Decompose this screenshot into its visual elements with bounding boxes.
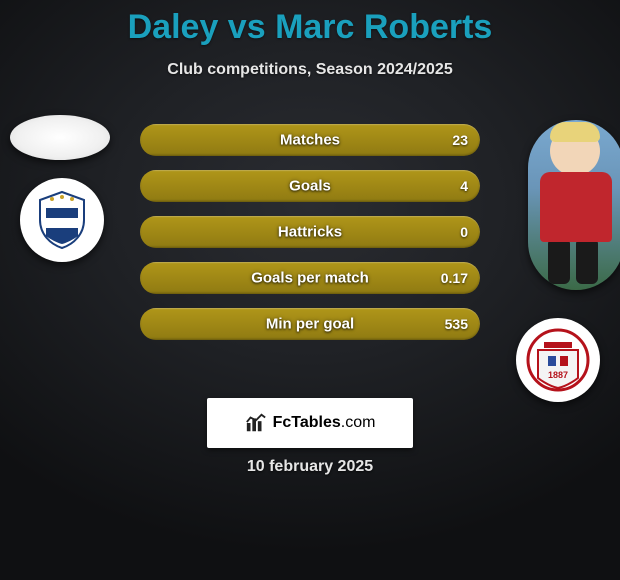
stat-label: Hattricks (278, 224, 342, 241)
stat-label: Goals (289, 178, 331, 195)
player-hair (550, 122, 600, 142)
stat-value-right: 0.17 (441, 270, 468, 286)
barnsley-crest-icon: 1887 (526, 328, 590, 392)
stat-value-right: 535 (445, 316, 468, 332)
player-left-photo (10, 115, 110, 160)
club-right-crest: 1887 (516, 318, 600, 402)
stat-label: Goals per match (251, 270, 369, 287)
subtitle: Club competitions, Season 2024/2025 (0, 61, 620, 79)
logo-brand: FcTables.com (273, 414, 376, 432)
stat-label: Min per goal (266, 316, 354, 333)
club-left-crest (20, 178, 104, 262)
stat-label: Matches (280, 132, 340, 149)
stat-value-right: 0 (460, 224, 468, 240)
stat-row: Min per goal 535 (140, 308, 480, 340)
stat-row: Hattricks 0 (140, 216, 480, 248)
fctables-logo[interactable]: FcTables.com (207, 398, 413, 448)
stat-value-right: 4 (460, 178, 468, 194)
player-shorts-right (576, 238, 598, 284)
chart-bars-icon (245, 412, 267, 434)
player-right-photo (528, 120, 620, 290)
stat-row: Matches 23 (140, 124, 480, 156)
huddersfield-crest-icon (30, 188, 94, 252)
date-label: 10 february 2025 (247, 458, 373, 476)
stat-row: Goals 4 (140, 170, 480, 202)
comparison-card: Daley vs Marc Roberts Club competitions,… (0, 0, 620, 580)
stat-row: Goals per match 0.17 (140, 262, 480, 294)
player-shorts-left (548, 238, 570, 284)
svg-text:1887: 1887 (548, 370, 568, 380)
page-title: Daley vs Marc Roberts (0, 0, 620, 47)
stat-value-right: 23 (452, 132, 468, 148)
stats-container: Matches 23 Goals 4 Hattricks 0 Goals per match… (140, 124, 480, 354)
